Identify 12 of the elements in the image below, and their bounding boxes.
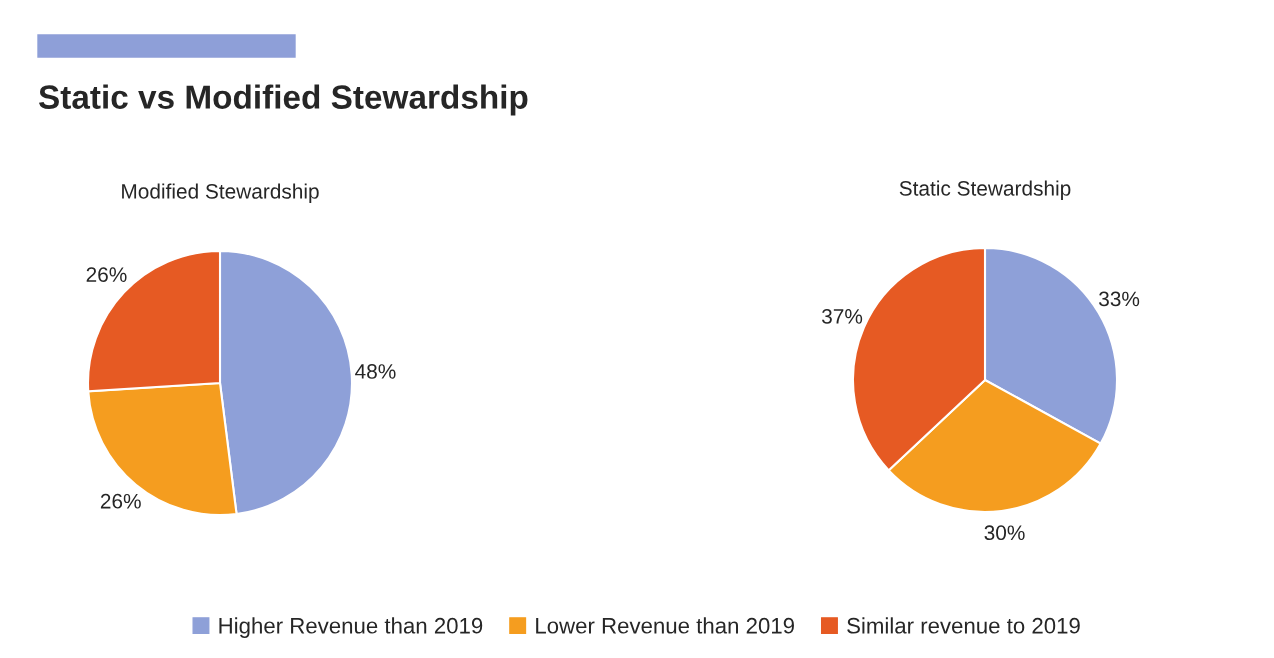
data-label: 26% xyxy=(100,493,141,509)
legend-label: Lower Revenue than 2019 xyxy=(536,617,794,634)
chart-title: Modified Stewardship xyxy=(122,183,319,203)
legend-label: Higher Revenue than 2019 xyxy=(219,617,483,638)
data-label: 48% xyxy=(355,364,396,379)
data-label: 33% xyxy=(1099,291,1140,307)
data-label: 37% xyxy=(822,308,863,324)
data-label: 26% xyxy=(86,267,127,282)
data-label: 30% xyxy=(984,525,1025,541)
legend-label: Similar revenue to 2019 xyxy=(847,617,1080,634)
chart-title: Static Stewardship xyxy=(899,180,1071,200)
text: Static vs Modified Stewardship xyxy=(38,84,528,116)
